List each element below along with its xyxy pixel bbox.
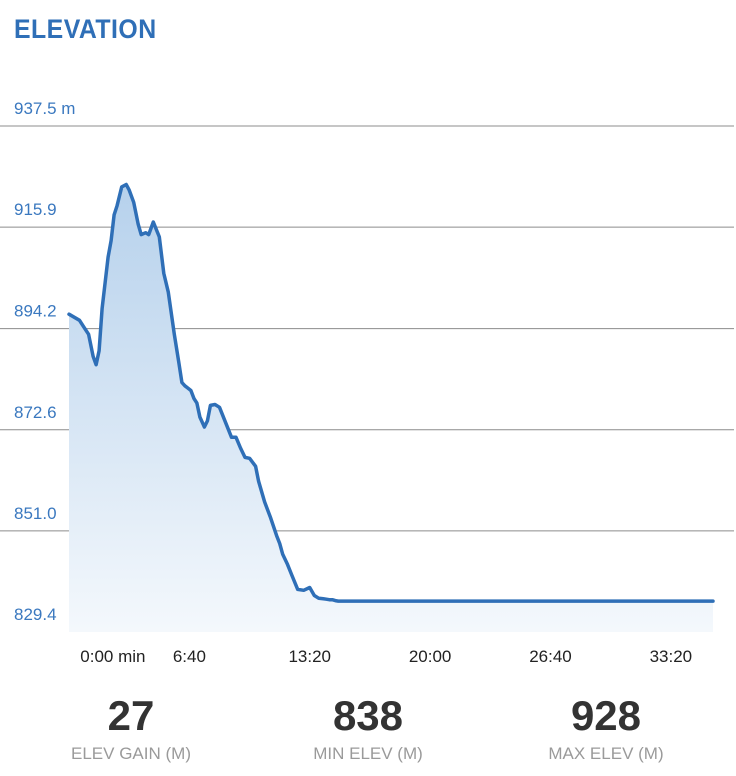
x-tick-label: 33:20 xyxy=(650,647,693,666)
max-elev-label: MAX ELEV (M) xyxy=(548,744,664,763)
x-tick-label: 13:20 xyxy=(288,647,331,666)
y-tick-label: 851.0 xyxy=(14,504,57,523)
x-tick-label: 26:40 xyxy=(529,647,572,666)
x-tick-label: 20:00 xyxy=(409,647,452,666)
stats-row: 27 ELEV GAIN (M) 838 MIN ELEV (M) 928 MA… xyxy=(0,690,736,776)
max-elev-value: 928 xyxy=(570,692,642,739)
elevation-area xyxy=(69,184,713,632)
elev-gain-label: ELEV GAIN (M) xyxy=(71,744,191,763)
y-tick-label: 829.4 xyxy=(14,605,57,624)
min-elev-label: MIN ELEV (M) xyxy=(313,744,423,763)
min-elev-value: 838 xyxy=(332,692,404,739)
x-tick-label: 0:00 min xyxy=(80,647,145,666)
x-tick-label: 6:40 xyxy=(173,647,206,666)
y-tick-label: 872.6 xyxy=(14,403,57,422)
stat-min-elev: 838 MIN ELEV (M) xyxy=(268,690,468,766)
stat-elev-gain: 27 ELEV GAIN (M) xyxy=(31,690,231,766)
elev-gain-value: 27 xyxy=(107,692,155,739)
elevation-line xyxy=(67,182,715,603)
chart-title: ELEVATION xyxy=(14,14,157,44)
y-tick-label: 915.9 xyxy=(14,200,57,219)
stat-max-elev: 928 MAX ELEV (M) xyxy=(506,690,706,766)
elevation-chart: 829.4 851.0 872.6 894.2 915.9 937.5 m 0:00 mi… xyxy=(0,99,734,666)
y-tick-label: 894.2 xyxy=(14,302,57,321)
y-tick-label: 937.5 m xyxy=(14,99,75,118)
